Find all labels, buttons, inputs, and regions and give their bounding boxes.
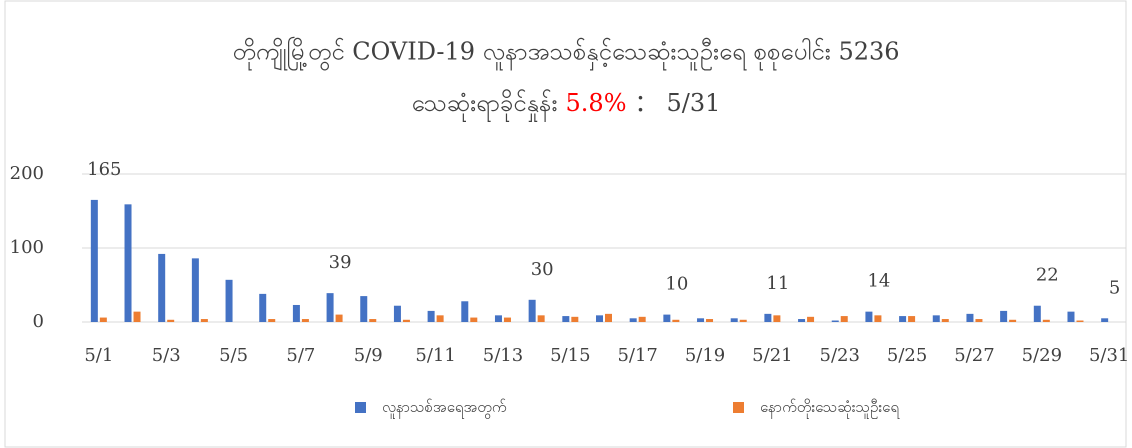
bar <box>369 319 377 322</box>
x-tick-label: 5/15 <box>550 345 590 366</box>
x-tick-label: 5/19 <box>685 345 725 366</box>
bar <box>1000 310 1008 322</box>
bar <box>326 293 334 322</box>
data-label: 10 <box>665 274 688 295</box>
bar <box>596 315 603 322</box>
y-tick-label: 100 <box>10 237 44 258</box>
bar <box>292 304 300 322</box>
data-label: 165 <box>87 159 121 180</box>
bar <box>461 301 469 322</box>
bar <box>831 320 839 322</box>
x-tick-label: 5/25 <box>887 345 927 366</box>
x-tick-label: 5/23 <box>820 345 860 366</box>
legend-label: လူနာသစ်အရေအတွက် <box>382 398 507 419</box>
bar <box>629 318 637 322</box>
bar <box>494 315 502 322</box>
bar <box>158 253 166 322</box>
bar <box>807 316 815 322</box>
data-label: 11 <box>766 273 789 294</box>
bar <box>764 313 772 322</box>
bar <box>697 318 705 322</box>
x-tick-label: 5/9 <box>354 345 383 366</box>
subtitle-part: သေဆုံးရာခိုင်နှုန်း <box>412 88 558 122</box>
bar <box>470 317 478 322</box>
bar <box>874 315 882 322</box>
bar <box>605 313 612 322</box>
x-tick-label: 5/1 <box>84 345 113 366</box>
bar <box>1042 319 1050 322</box>
bar <box>966 313 974 322</box>
bar <box>503 317 511 322</box>
x-tick-label: 5/5 <box>219 345 248 366</box>
bar <box>1076 320 1084 322</box>
data-label: 30 <box>531 259 554 280</box>
bar <box>402 319 410 322</box>
bar <box>335 314 343 322</box>
bar <box>528 299 536 322</box>
bar <box>571 316 579 322</box>
x-tick-label: 5/13 <box>483 345 523 366</box>
bar <box>268 319 276 322</box>
bar <box>975 319 983 322</box>
x-tick-label: 5/3 <box>152 345 181 366</box>
bar <box>1067 311 1075 322</box>
x-tick-label: 5/27 <box>954 345 994 366</box>
bar <box>1101 318 1109 322</box>
y-tick-label: 0 <box>33 311 44 332</box>
bar <box>706 319 714 322</box>
x-tick-label: 5/21 <box>752 345 792 366</box>
bar <box>200 319 208 322</box>
chart-border <box>4 0 1127 448</box>
bar <box>99 317 107 322</box>
bar <box>133 311 141 322</box>
bar <box>663 314 671 322</box>
bar <box>1009 319 1017 322</box>
bar <box>739 319 747 322</box>
legend-swatch <box>355 402 366 413</box>
bar <box>932 315 940 322</box>
bar <box>941 319 949 322</box>
bar <box>840 316 848 322</box>
subtitle-part: ： <box>635 89 659 117</box>
bar <box>899 316 907 322</box>
bar <box>393 305 401 322</box>
x-tick-label: 5/7 <box>286 345 315 366</box>
bar <box>672 319 680 322</box>
bar <box>1033 305 1041 322</box>
chart-subtitle: သေဆုံးရာခိုင်နှုန်း 5.8% ： 5/31 <box>412 88 721 122</box>
legend-swatch <box>733 402 744 413</box>
bar <box>124 204 132 322</box>
bar <box>259 293 267 322</box>
bar <box>167 319 175 322</box>
bar <box>427 310 435 322</box>
bar <box>301 319 309 322</box>
data-label: 5 <box>1109 277 1120 298</box>
subtitle-part: 5/31 <box>667 89 721 117</box>
bar <box>225 279 233 322</box>
bar <box>908 316 916 322</box>
bar <box>562 316 570 322</box>
x-tick-label: 5/11 <box>415 345 455 366</box>
x-tick-label: 5/17 <box>617 345 657 366</box>
bar <box>191 258 199 322</box>
data-label: 22 <box>1036 265 1059 286</box>
bar <box>865 311 873 322</box>
data-label: 14 <box>867 271 890 292</box>
subtitle-part: 5.8% <box>566 89 627 117</box>
y-tick-label: 200 <box>10 163 44 184</box>
bar <box>638 316 646 322</box>
x-tick-label: 5/29 <box>1022 345 1062 366</box>
bar <box>730 318 738 322</box>
data-label: 39 <box>329 252 352 273</box>
bar <box>90 199 98 322</box>
bar <box>773 315 781 322</box>
bar <box>537 315 545 322</box>
legend-label: နောက်တိုးသေဆုံးသူဦးရေ <box>760 398 900 419</box>
bar <box>798 319 806 322</box>
x-tick-label: 5/31 <box>1089 345 1129 366</box>
bar <box>360 296 368 322</box>
bar <box>436 315 444 322</box>
